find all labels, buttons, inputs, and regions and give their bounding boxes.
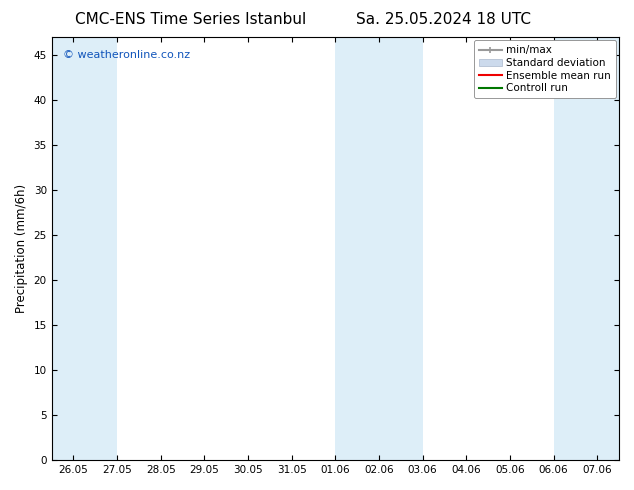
Text: © weatheronline.co.nz: © weatheronline.co.nz	[63, 50, 190, 60]
Bar	[553, 37, 619, 460]
Text: Sa. 25.05.2024 18 UTC: Sa. 25.05.2024 18 UTC	[356, 12, 531, 27]
Bar	[51, 37, 117, 460]
Legend: min/max, Standard deviation, Ensemble mean run, Controll run: min/max, Standard deviation, Ensemble me…	[474, 40, 616, 98]
Bar	[335, 37, 423, 460]
Y-axis label: Precipitation (mm/6h): Precipitation (mm/6h)	[15, 184, 28, 313]
Text: CMC-ENS Time Series Istanbul: CMC-ENS Time Series Istanbul	[75, 12, 306, 27]
